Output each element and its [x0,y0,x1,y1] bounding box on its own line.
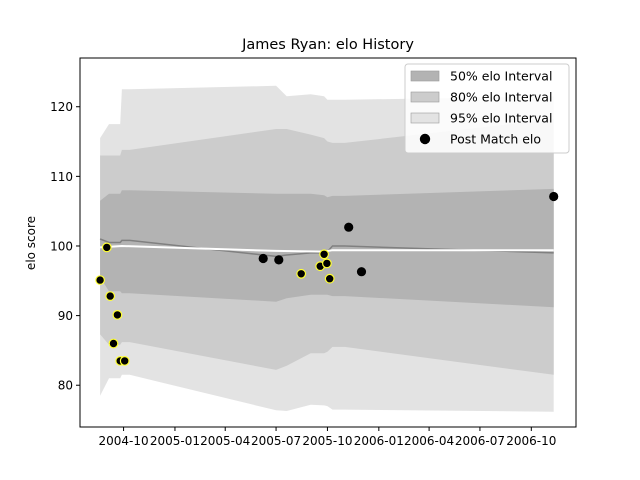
x-tick-label: 2005-07 [251,434,301,448]
x-tick-label: 2006-01 [354,434,404,448]
post-match-point [95,275,105,286]
post-match-point [101,242,112,253]
post-match-point [119,356,130,366]
post-match-point [319,249,330,260]
post-match-point [344,222,354,232]
x-tick-label: 2005-10 [302,434,352,448]
legend-label: 50% elo Interval [450,69,552,84]
post-match-points [95,191,559,366]
legend-marker [419,133,431,145]
x-tick-label: 2005-01 [150,434,200,448]
post-match-point [296,268,307,279]
x-tick-label: 2006-10 [506,434,556,448]
y-tick-label: 110 [50,170,73,184]
y-axis: 80 90 100 110 120 [50,100,80,393]
x-tick-label: 2006-07 [455,434,505,448]
legend-label: 95% elo Interval [450,111,552,126]
chart-title: James Ryan: elo History [241,37,414,53]
interval-bands [100,85,554,412]
post-match-point [108,338,119,349]
post-match-point [324,273,335,284]
post-match-point [105,291,116,302]
post-match-point [549,191,559,202]
x-tick-label: 2004-10 [98,434,148,448]
post-match-point [258,253,268,264]
y-axis-label: elo score [24,216,38,270]
legend-box [404,63,570,154]
legend: 50% elo Interval 80% elo Interval 95% elo … [404,63,570,154]
legend-swatch [410,70,440,82]
legend-swatch [410,112,440,124]
post-match-point [322,258,332,269]
y-tick-label: 120 [50,100,73,114]
x-tick-label: 2005-04 [200,434,250,448]
post-match-point [356,267,367,277]
x-axis: 2004-10 2005-01 2005-04 2005-07 2005-10 2006-… [98,427,556,448]
legend-label: 80% elo Interval [450,90,552,105]
y-tick-label: 100 [50,239,73,253]
x-tick-label: 2006-04 [404,434,454,448]
legend-label: Post Match elo [450,132,541,147]
post-match-point [112,310,123,320]
legend-swatch [410,91,440,103]
y-tick-label: 90 [58,309,73,323]
plot-frame [79,57,577,428]
y-tick-label: 80 [58,379,73,393]
baseline-line [100,244,554,253]
post-match-point [274,255,284,265]
elo-lines [99,238,554,258]
band-50 [100,188,554,308]
mean-line [99,238,554,258]
